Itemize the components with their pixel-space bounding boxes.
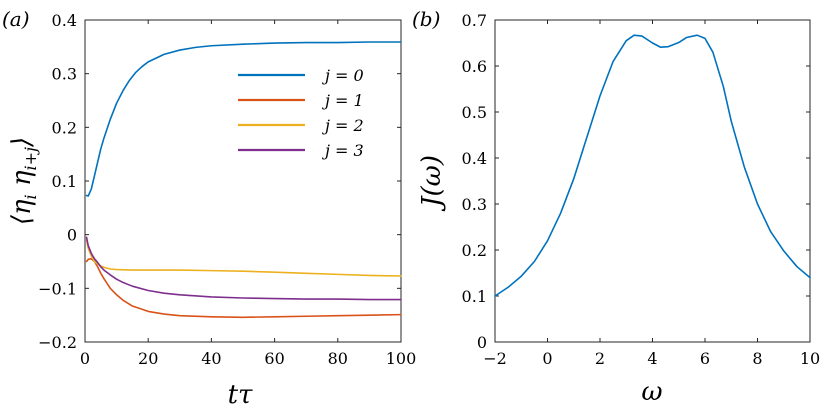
a-xtick-label: 80 [328,349,348,368]
legend-label-2: j = 2 [322,116,364,135]
panel-a: (a) 0 20 40 60 80 100 −0.2 −0.1 0 0.1 0.2 0.3 0.4 j … [2,7,416,408]
a-ytick-label: −0.1 [38,279,77,298]
a-xtick-label: 20 [138,349,158,368]
legend-label-0: j = 0 [322,66,364,85]
b-ytick-label: 0.7 [462,11,487,30]
a-ytick-label: 0 [67,226,77,245]
b-ytick-label: 0.5 [462,103,487,122]
panel-a-label: (a) [2,7,30,31]
a-xtick-label: 60 [264,349,284,368]
panel-b-series [494,34,811,297]
a-series-line-2 [85,239,402,277]
panel-b-label: (b) [412,7,440,31]
a-series-line-3 [85,236,402,301]
panel-b-frame [494,19,811,343]
b-xtick-label: 8 [752,349,762,368]
a-ytick-label: 0.4 [52,11,77,30]
b-xtick-label: 6 [700,349,710,368]
panel-b-xlabel: ω [641,377,662,407]
panel-a-series [85,41,402,319]
a-series-line-1 [85,258,402,319]
b-ytick-label: 0.3 [462,195,487,214]
b-xtick-label: 2 [595,349,605,368]
a-ytick-label: −0.2 [38,333,77,352]
b-ytick-label: 0.6 [462,57,487,76]
b-ytick-label: 0.4 [462,149,487,168]
b-xtick-label: −2 [483,349,507,368]
panel-b-ylabel: J(ω) [417,155,447,212]
a-xtick-label: 0 [80,349,90,368]
b-ytick-label: 0.1 [462,287,487,306]
b-ytick-label: 0.2 [462,241,487,260]
panel-a-legend: j = 0 j = 1 j = 2 j = 3 [238,66,364,160]
a-xtick-label: 40 [201,349,221,368]
a-ytick-label: 0.2 [52,118,77,137]
b-ytick-label: 0 [477,333,487,352]
legend-label-3: j = 3 [322,141,364,160]
panel-a-ticks: 0 20 40 60 80 100 −0.2 −0.1 0 0.1 0.2 0.3 0.4 [38,11,416,368]
legend-label-1: j = 1 [322,91,364,110]
a-ytick-label: 0.1 [52,172,77,191]
a-series-line-0 [85,41,402,197]
panel-a-ylabel: ⟨ηi ηi+j⟩ [7,137,40,225]
b-xtick-label: 10 [800,349,820,368]
a-xtick-label: 100 [386,349,417,368]
panel-a-xlabel: tτ [228,380,253,408]
b-series-line-0 [494,34,811,297]
b-xtick-label: 4 [647,349,657,368]
b-xtick-label: 0 [542,349,552,368]
a-ytick-label: 0.3 [52,65,77,84]
